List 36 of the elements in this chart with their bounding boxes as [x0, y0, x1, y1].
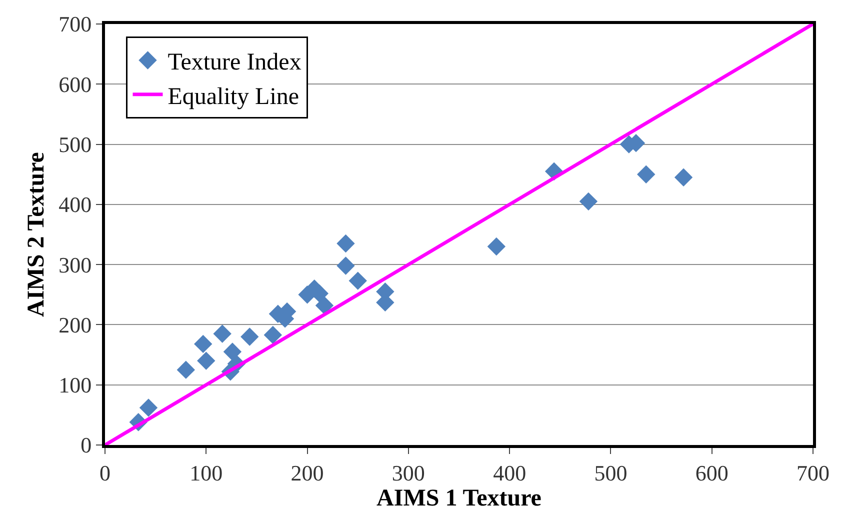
- y-tick-label: 700: [58, 12, 92, 37]
- y-tick-label: 200: [58, 312, 92, 338]
- point: [579, 192, 598, 211]
- x-tick-label: 100: [190, 460, 223, 486]
- point: [348, 272, 367, 290]
- point: [213, 324, 232, 343]
- legend-label: Equality Line: [168, 84, 300, 110]
- x-tick-label: 0: [100, 460, 110, 486]
- point: [223, 342, 242, 361]
- y-tick-label: 400: [58, 192, 92, 218]
- x-tick-label: 700: [796, 460, 830, 486]
- y-tick-label: 0: [80, 432, 92, 458]
- point: [336, 256, 355, 275]
- point: [194, 334, 212, 354]
- point: [674, 168, 693, 186]
- point: [176, 360, 196, 379]
- x-tick-label: 300: [392, 460, 425, 486]
- x-axis-title: AIMS 1 Texture: [376, 485, 542, 512]
- point: [336, 234, 355, 253]
- y-axis-title: AIMS 2 Texture: [24, 152, 50, 317]
- point: [139, 398, 158, 417]
- point: [264, 326, 282, 344]
- point: [240, 328, 259, 346]
- point: [197, 352, 216, 370]
- x-tick-label: 500: [594, 460, 628, 486]
- legend-label: Texture Index: [168, 50, 302, 76]
- x-tick-label: 400: [493, 460, 526, 486]
- x-tick-label: 600: [695, 460, 728, 486]
- point: [637, 165, 656, 184]
- point: [315, 296, 334, 315]
- y-tick-label: 100: [58, 372, 92, 398]
- point: [487, 237, 506, 256]
- y-tick-label: 600: [58, 72, 92, 97]
- x-tick-label: 200: [290, 460, 324, 486]
- y-tick-label: 500: [58, 132, 92, 157]
- y-tick-label: 300: [58, 252, 92, 278]
